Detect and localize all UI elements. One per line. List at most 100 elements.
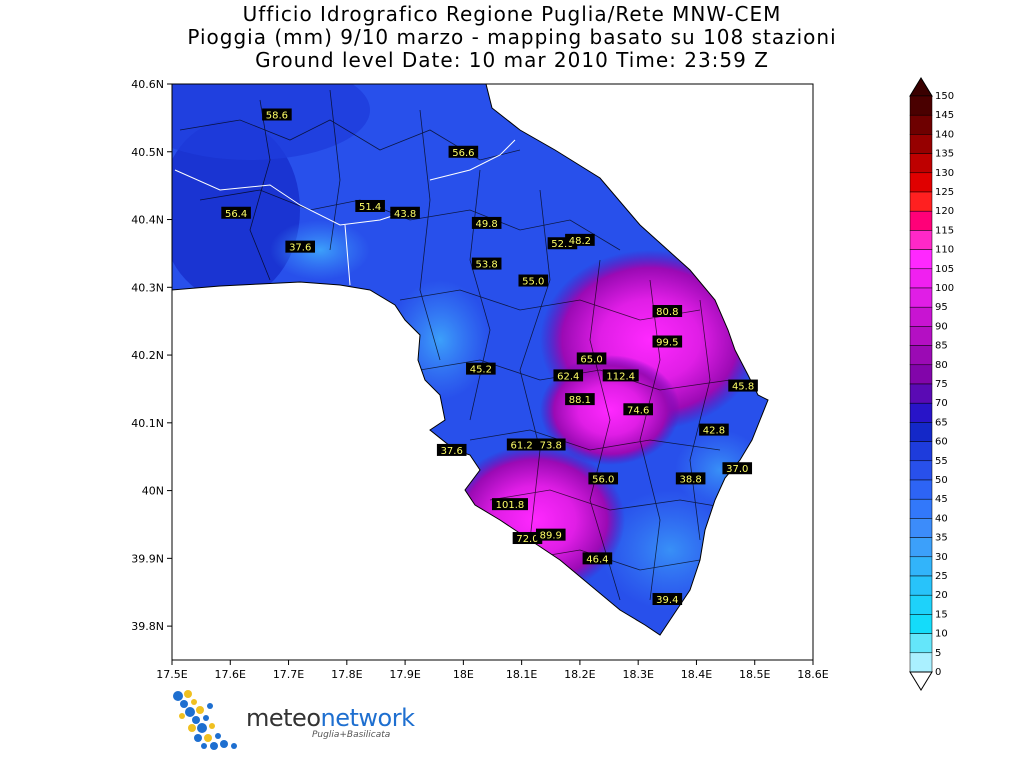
legend-label: 120: [935, 206, 954, 217]
legend-label: 115: [935, 225, 954, 236]
legend-max-arrow: [909, 77, 933, 97]
x-tick-label: 17.8E: [331, 668, 362, 681]
x-tick-label: 18.4E: [681, 668, 712, 681]
legend-swatch: [909, 268, 933, 289]
y-axis-ticks: 40.6N 40.5N 40.4N 40.3N 40.2N 40.1N 40N 39.9N 39…: [131, 78, 172, 633]
y-tick-label: 39.8N: [131, 620, 164, 633]
legend-label: 95: [935, 302, 948, 313]
x-tick-label: 18E: [453, 668, 474, 681]
logo-dot: [184, 690, 192, 698]
legend-label: 15: [935, 609, 948, 620]
map-title-line3: Ground level Date: 10 mar 2010 Time: 23:…: [255, 48, 769, 72]
station-label-bg: [565, 393, 595, 406]
logo-subtitle: Puglia+Basilicata: [312, 730, 391, 740]
station-label-bg: [355, 199, 385, 212]
station-value: 37.6: [441, 446, 463, 457]
legend-label: 110: [935, 245, 954, 256]
x-tick-label: 17.9E: [389, 668, 420, 681]
station-label-bg: [535, 528, 566, 541]
logo-dot: [179, 713, 185, 719]
legend-swatch: [909, 498, 933, 519]
logo-dot: [204, 734, 212, 742]
station-value: 58.6: [266, 110, 288, 121]
legend-label: 65: [935, 417, 948, 428]
station-label-bg: [553, 369, 584, 382]
y-tick-label: 40.1N: [131, 417, 164, 430]
legend-swatch: [909, 402, 933, 423]
logo-brand-b: network: [320, 704, 415, 732]
station-value: 99.5: [656, 338, 678, 349]
municipal-boundaries: [179, 89, 741, 601]
legend-swatch: [909, 537, 933, 558]
station-label-bg: [652, 305, 683, 318]
legend-swatch: [909, 114, 933, 135]
legend-label: 50: [935, 475, 948, 486]
station-label-bg: [576, 352, 607, 365]
coastline: [171, 83, 769, 636]
logo-dot: [207, 703, 213, 709]
station-value: 112.4: [606, 371, 635, 382]
station-value: 52.0: [551, 239, 573, 250]
station-value: 101.8: [496, 500, 525, 511]
logo-dot: [192, 716, 200, 724]
legend-swatch: [909, 422, 933, 442]
station-label-bg: [565, 233, 595, 246]
logo-dots-icon: [173, 690, 237, 750]
station-label-bg: [675, 472, 706, 485]
station-value: 43.8: [394, 209, 416, 220]
legend-label: 0: [935, 667, 941, 678]
legend-label: 60: [935, 437, 948, 448]
legend-swatch: [909, 441, 933, 462]
station-label-bg: [221, 206, 251, 219]
province-boundary: [174, 169, 411, 226]
x-tick-label: 18.5E: [739, 668, 770, 681]
logo-dot: [231, 743, 237, 749]
station-label-bg: [623, 403, 653, 416]
legend-label: 30: [935, 552, 948, 563]
station-value: 49.8: [476, 219, 498, 230]
logo-wordmark: meteonetwork: [246, 704, 415, 732]
station-value: 89.9: [540, 531, 562, 542]
station-value: 74.6: [627, 405, 649, 416]
x-tick-label: 17.6E: [215, 668, 246, 681]
legend-label: 20: [935, 590, 948, 601]
station-label-bg: [466, 362, 496, 375]
legend-swatch: [909, 383, 933, 404]
station-value: 38.8: [679, 474, 701, 485]
station-value: 73.8: [540, 441, 562, 452]
legend-swatch: [909, 249, 933, 270]
legend-swatch: [909, 652, 933, 673]
x-axis-ticks: 17.5E 17.6E 17.7E 17.8E 17.9E 18E 18.1E 18.2E 18…: [156, 660, 829, 681]
map-frame-border: [171, 83, 814, 661]
legend-label: 25: [935, 571, 948, 582]
legend-swatch: [909, 556, 933, 577]
legend-swatch: [909, 134, 933, 154]
legend-swatch: [909, 575, 933, 596]
station-value: 61.2: [511, 441, 533, 452]
legend-swatch: [909, 633, 933, 654]
station-label-bg: [285, 240, 315, 253]
meteonetwork-logo: meteonetwork Puglia+Basilicata: [170, 688, 440, 758]
color-legend: 1501451401351301251201151101051009590858…: [909, 77, 954, 691]
station-labels: 58.6 56.6 56.4 51.4 43.8 49.8 37.6 52.048.2 53.8…: [221, 108, 758, 606]
legend-label: 35: [935, 533, 948, 544]
legend-swatch: [909, 153, 933, 174]
station-label-bg: [262, 108, 292, 121]
station-value: 62.4: [557, 371, 579, 382]
map-title-line2: Pioggia (mm) 9/10 marzo - mapping basato…: [187, 25, 837, 49]
legend-min-arrow: [909, 671, 933, 691]
station-value: 39.4: [656, 595, 678, 606]
legend-swatch: [909, 479, 933, 500]
logo-dot: [215, 733, 221, 739]
station-value: 51.4: [359, 202, 381, 213]
logo-dot: [209, 723, 215, 729]
station-label-bg: [652, 335, 683, 348]
logo-dot: [210, 742, 218, 750]
station-label-bg: [518, 274, 549, 287]
station-value: 42.8: [703, 426, 725, 437]
station-label-bg: [602, 369, 639, 382]
legend-label: 145: [935, 110, 954, 121]
map-title-line1: Ufficio Idrografico Regione Puglia/Rete …: [242, 2, 782, 26]
legend-label: 75: [935, 379, 948, 390]
